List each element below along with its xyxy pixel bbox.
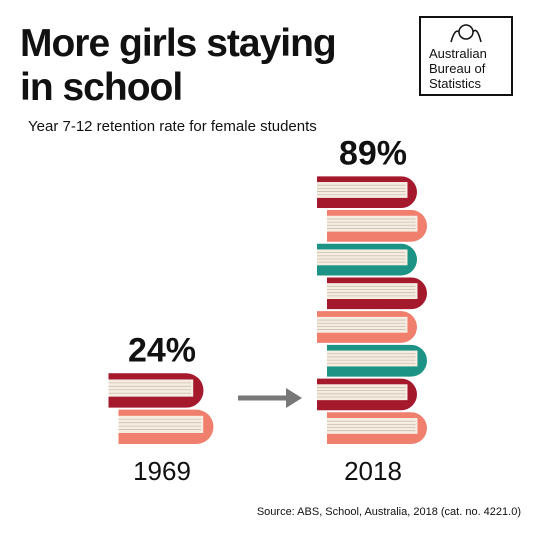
book-pages [327,350,418,367]
book-pages [327,215,418,232]
category-label: 1969 [133,456,191,486]
book-pages [317,249,408,266]
book-pages [327,283,418,300]
logo-text: Australian Bureau of Statistics [429,46,487,91]
book-stack [317,176,428,444]
book-pages [317,384,408,401]
book-pages [108,379,194,397]
subtitle: Year 7-12 retention rate for female stud… [28,118,317,135]
book-pages [327,417,418,434]
book-stack [108,373,214,444]
source: Source: ABS, School, Australia, 2018 (ca… [256,506,521,518]
logo: Australian Bureau of Statistics [419,16,513,96]
value-label: 24% [128,331,196,369]
arrow-head [286,388,302,408]
title: More girls staying in school [20,22,337,109]
value-label: 89% [339,134,407,172]
book-pages [317,316,408,333]
logo-crest [450,24,482,43]
book-pages [118,415,204,434]
category-label: 2018 [344,456,402,486]
book-pages [317,182,408,198]
